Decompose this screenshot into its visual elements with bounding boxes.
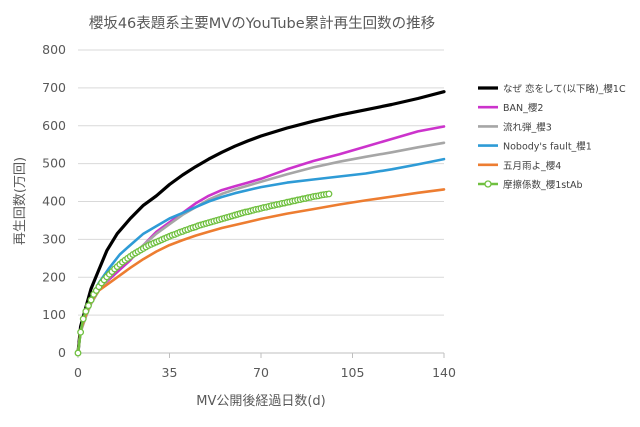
legend-label: BAN_櫻2 [503, 102, 543, 114]
y-tick-label: 700 [42, 80, 66, 95]
y-axis-label: 再生回数(万回) [13, 157, 28, 245]
axes: 0 100 200 300 400 500 600 700 800 0 35 70 105 140 [42, 42, 456, 380]
x-tick-label: 0 [74, 365, 82, 380]
x-axis-label: MV公開後経過日数(d) [196, 394, 326, 409]
y-tick-label: 600 [42, 118, 66, 133]
legend-label: 流れ弾_櫻3 [503, 121, 552, 133]
series-point [79, 315, 87, 323]
series-point [325, 190, 333, 198]
series-line-3 [76, 141, 446, 355]
x-tick-label: 105 [341, 365, 365, 380]
series-point [87, 296, 95, 304]
y-tick-label: 100 [42, 307, 66, 322]
series-point [77, 328, 85, 336]
y-tick-label: 400 [42, 194, 66, 209]
series-line-1 [76, 90, 446, 355]
y-tick-label: 200 [42, 269, 66, 284]
chart-title: 櫻坂46表題系主要MVのYouTube累計再生回数の推移 [89, 15, 435, 32]
gridlines [78, 49, 444, 354]
x-tick-label: 35 [162, 365, 178, 380]
legend-label: 摩擦係数_櫻1stAb [503, 179, 583, 191]
y-tick-label: 800 [42, 42, 66, 57]
x-tick-label: 140 [432, 365, 456, 380]
y-tick-label: 0 [58, 345, 66, 360]
x-tick-label: 70 [253, 365, 269, 380]
legend: なぜ 恋をして(以下略)_櫻1C BAN_櫻2 流れ弾_櫻3 Nobody's fau… [478, 83, 626, 191]
legend-label: 五月雨よ_櫻4 [503, 160, 561, 172]
series-lines [74, 90, 446, 357]
series-point [74, 349, 82, 357]
legend-marker [484, 180, 492, 188]
series-point [82, 307, 90, 315]
y-tick-label: 500 [42, 156, 66, 171]
legend-label: なぜ 恋をして(以下略)_櫻1C [503, 83, 626, 95]
legend-label: Nobody's fault_櫻1 [503, 141, 592, 153]
y-tick-label: 300 [42, 231, 66, 246]
series-point [85, 302, 92, 310]
